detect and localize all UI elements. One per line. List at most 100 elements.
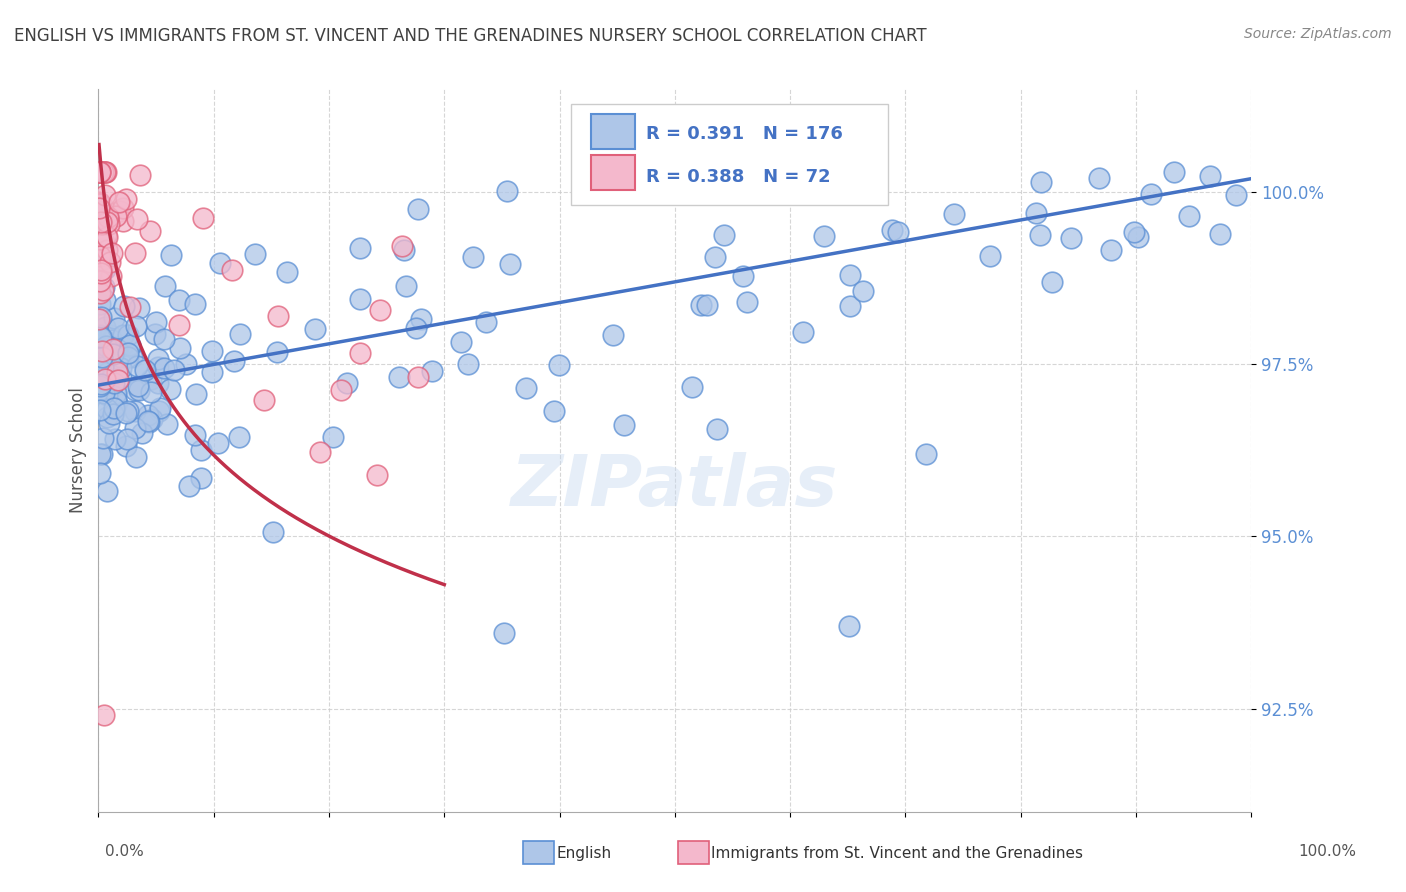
Point	[149, 401, 172, 416]
Point	[887, 225, 910, 239]
Point	[91, 165, 114, 179]
Point	[105, 342, 128, 356]
Point	[89, 328, 111, 343]
Point	[90, 253, 112, 268]
Point	[1088, 170, 1111, 185]
Point	[1060, 231, 1083, 245]
Point	[90, 385, 112, 400]
Point	[97, 217, 120, 231]
Point	[94, 188, 117, 202]
Point	[89, 402, 111, 417]
Text: ZIPatlas: ZIPatlas	[512, 452, 838, 521]
Point	[94, 372, 117, 386]
Point	[602, 327, 624, 342]
Point	[91, 207, 114, 221]
Text: R = 0.391   N = 176: R = 0.391 N = 176	[647, 125, 844, 143]
Point	[108, 354, 131, 368]
Point	[97, 416, 120, 430]
Point	[90, 329, 112, 343]
Point	[136, 414, 159, 428]
Point	[125, 359, 148, 373]
Point	[91, 330, 114, 344]
Point	[276, 265, 298, 279]
Point	[329, 383, 352, 397]
Point	[94, 211, 117, 226]
Point	[706, 422, 728, 436]
Point	[91, 214, 114, 228]
Point	[153, 361, 176, 376]
Point	[89, 296, 111, 310]
Point	[201, 365, 224, 379]
Point	[366, 468, 388, 483]
Point	[101, 376, 124, 391]
Point	[93, 333, 115, 347]
Point	[224, 354, 246, 368]
Point	[915, 447, 938, 461]
Point	[94, 165, 117, 179]
Point	[145, 315, 167, 329]
Point	[89, 165, 111, 179]
Point	[90, 215, 112, 229]
Point	[838, 619, 860, 633]
Point	[1126, 230, 1149, 244]
Point	[103, 345, 125, 359]
Point	[87, 201, 110, 215]
Point	[94, 228, 117, 243]
Point	[124, 245, 146, 260]
Point	[91, 284, 114, 298]
Point	[167, 318, 190, 332]
Point	[309, 445, 332, 459]
Point	[474, 315, 496, 329]
Point	[128, 301, 150, 315]
Point	[395, 279, 418, 293]
Point	[457, 357, 479, 371]
Point	[97, 211, 120, 226]
Point	[105, 386, 128, 401]
Point	[411, 312, 433, 326]
Point	[107, 373, 129, 387]
Point	[111, 339, 134, 353]
Point	[1178, 209, 1201, 223]
Point	[124, 404, 146, 418]
Point	[713, 227, 735, 242]
Point	[336, 376, 359, 390]
Point	[89, 165, 111, 179]
Point	[108, 204, 131, 219]
Point	[152, 332, 174, 346]
Point	[124, 319, 146, 334]
Point	[548, 358, 571, 372]
FancyBboxPatch shape	[571, 103, 889, 205]
Point	[1140, 187, 1163, 202]
Point	[89, 206, 111, 220]
Point	[117, 404, 139, 418]
Point	[838, 299, 860, 313]
Point	[89, 285, 111, 300]
Point	[167, 293, 190, 308]
Point	[368, 303, 391, 318]
Point	[139, 224, 162, 238]
Point	[110, 360, 132, 375]
Point	[496, 184, 519, 198]
Y-axis label: Nursery School: Nursery School	[69, 387, 87, 514]
Point	[89, 378, 111, 392]
Point	[349, 241, 371, 255]
Point	[93, 165, 115, 179]
Point	[148, 403, 170, 417]
Point	[97, 365, 120, 379]
Point	[87, 194, 110, 209]
Point	[463, 251, 485, 265]
Point	[93, 708, 115, 723]
Point	[89, 165, 111, 179]
Point	[101, 369, 124, 384]
Bar	[591, 114, 634, 149]
Point	[89, 249, 111, 263]
Point	[89, 274, 111, 288]
Point	[388, 369, 411, 384]
Point	[450, 335, 472, 350]
Point	[176, 357, 198, 371]
Point	[100, 339, 122, 353]
Point	[91, 217, 114, 231]
Point	[100, 268, 122, 283]
Point	[105, 392, 128, 407]
Point	[111, 328, 134, 343]
